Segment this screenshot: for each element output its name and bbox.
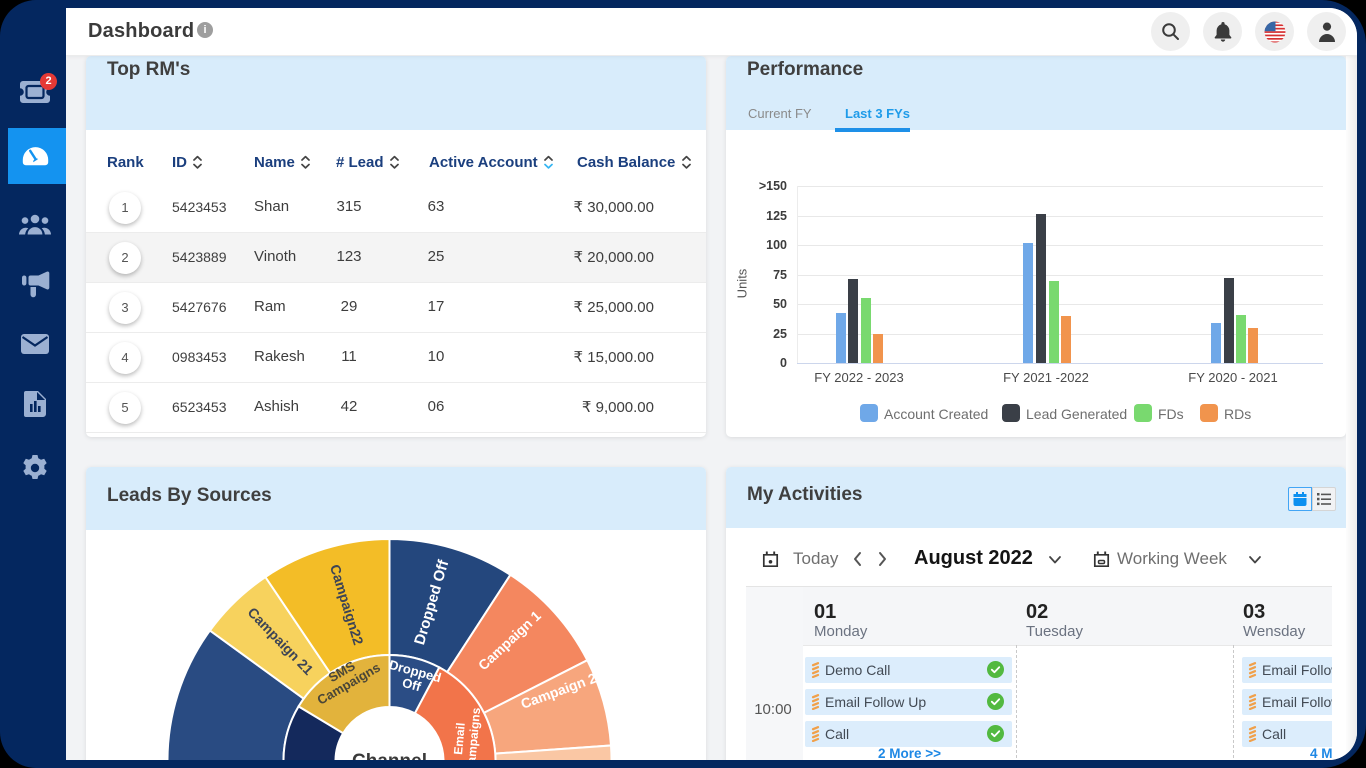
svg-text:Off: Off <box>401 675 424 695</box>
svg-text:Channel: Channel <box>352 751 427 760</box>
svg-text:Email: Email <box>451 722 468 755</box>
svg-text:Campaigns: Campaigns <box>464 707 484 760</box>
